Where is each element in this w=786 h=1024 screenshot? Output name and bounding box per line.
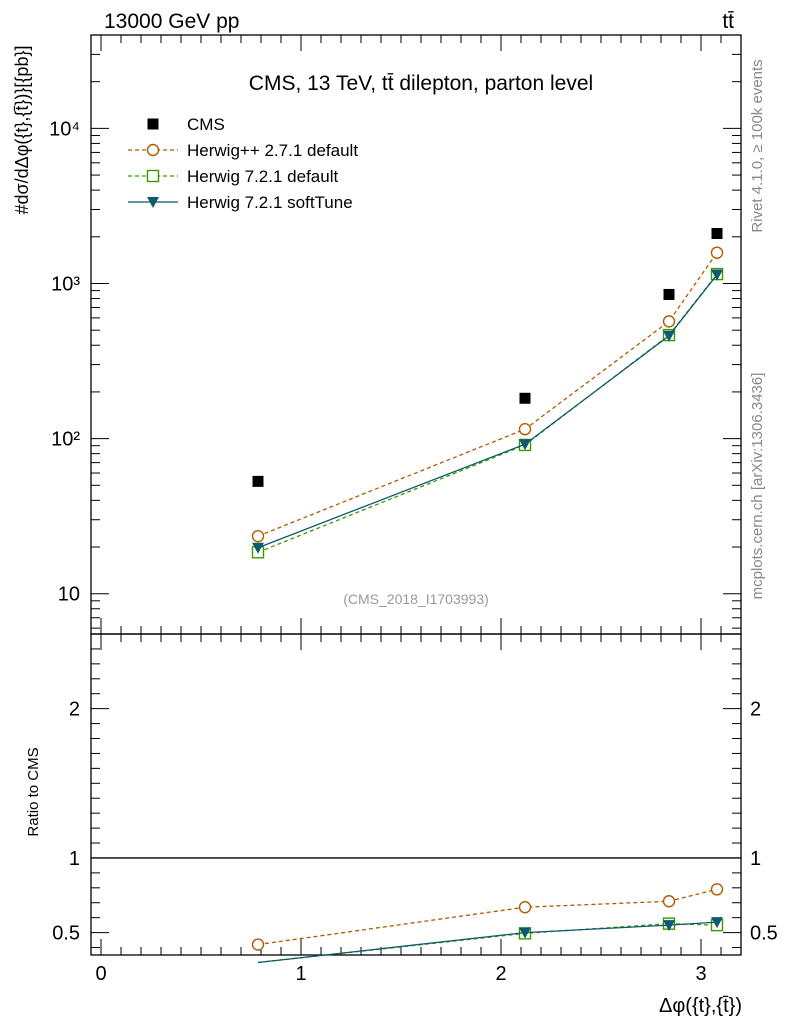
data-point (518, 422, 532, 436)
series-herwig-7-2-1-default (251, 267, 724, 559)
legend-label: Herwig 7.2.1 softTune (187, 193, 353, 212)
x-tick-label: 1 (295, 963, 306, 985)
legend-item: Herwig 7.2.1 default (128, 167, 338, 186)
ratio-series-line (257, 921, 718, 964)
series-line (257, 274, 718, 549)
y-tick-label-ratio-right: 0.5 (750, 923, 778, 945)
main-axis-ticks: 10 10² 10³ 10⁴ (49, 34, 742, 634)
ratio-plot-frame (90, 633, 742, 956)
y-axis-title-main: #dσ/dΔφ({t},{t̄})}[{pb}] (12, 46, 32, 215)
legend-label: CMS (187, 115, 225, 134)
series-herwig-7-2-1-softtune (252, 269, 723, 554)
x-tick-label: 0 (95, 963, 106, 985)
legend-label: Herwig 7.2.1 default (187, 167, 338, 186)
x-tick-label: 3 (695, 963, 706, 985)
legend-item: CMS (147, 115, 225, 134)
data-point (662, 315, 676, 328)
ratio-data-point (662, 895, 676, 908)
series-herwig-2-7-1-default (251, 246, 724, 543)
y-tick-label-main: 10⁴ (49, 118, 80, 140)
rivet-label: Rivet 4.1.0, ≥ 100k events (749, 59, 766, 232)
process-label: tt̄ (722, 10, 734, 33)
data-point (663, 330, 675, 342)
ratio-data-point (519, 927, 531, 939)
legend-marker (146, 169, 160, 183)
main-series-layer (251, 228, 724, 559)
mcplots-label: mcplots.cern.ch [arXiv:1306.3436] (749, 373, 766, 600)
series-cms (252, 228, 723, 487)
y-axis-title-ratio: Ratio to CMS (25, 747, 42, 836)
ratio-data-point (663, 920, 675, 932)
data-point (519, 439, 531, 451)
y-tick-label-ratio-left: 2 (69, 699, 80, 721)
ratio-series-herwig-7-2-1-softtune (257, 917, 723, 964)
ratio-data-point (711, 917, 723, 929)
ratio-data-point (518, 901, 532, 914)
x-axis-title: Δφ({t},{t̄}) (659, 995, 742, 1017)
data-point (710, 246, 724, 259)
legend-label: Herwig++ 2.7.1 default (187, 141, 358, 160)
legend-marker (147, 197, 159, 208)
y-tick-label-ratio-left: 0.5 (52, 923, 80, 945)
ratio-series-layer (251, 883, 724, 964)
y-tick-label-ratio-right: 2 (750, 699, 761, 721)
ratio-series-line (257, 922, 718, 964)
ratio-data-point (710, 883, 724, 896)
ratio-series-line (257, 888, 718, 946)
data-point (252, 475, 264, 487)
data-point (251, 529, 265, 543)
y-tick-label-ratio-right: 1 (750, 848, 761, 870)
series-line (257, 273, 718, 553)
data-point (711, 228, 723, 240)
y-tick-label-main: 10³ (51, 274, 80, 296)
x-tick-label: 2 (495, 963, 506, 985)
legend-marker (147, 118, 159, 130)
data-point (711, 269, 723, 281)
energy-label: 13000 GeV pp (104, 10, 239, 33)
ratio-data-point (251, 938, 265, 951)
analysis-watermark: (CMS_2018_I1703993) (343, 591, 489, 607)
ratio-series-herwig-2-7-1-default (251, 883, 724, 951)
legend-item: Herwig++ 2.7.1 default (128, 141, 358, 160)
legend-item: Herwig 7.2.1 softTune (128, 193, 353, 212)
plot-title: CMS, 13 TeV, tt̄ dilepton, parton level (249, 72, 593, 95)
y-tick-label-main: 10 (58, 584, 80, 606)
ratio-axis-ticks: 0 1 2 3 0.5 0.5 1 1 2 2 (52, 634, 778, 985)
y-tick-label-ratio-left: 1 (69, 848, 80, 870)
data-point (252, 542, 264, 554)
data-point (519, 392, 531, 404)
data-point (663, 288, 675, 300)
series-line (257, 252, 718, 537)
ratio-series-herwig-7-2-1-default (257, 917, 724, 964)
legend-marker (146, 143, 160, 157)
legend: CMS Herwig++ 2.7.1 default Herwig 7.2.1 de… (128, 115, 358, 212)
y-tick-label-main: 10² (51, 429, 80, 451)
